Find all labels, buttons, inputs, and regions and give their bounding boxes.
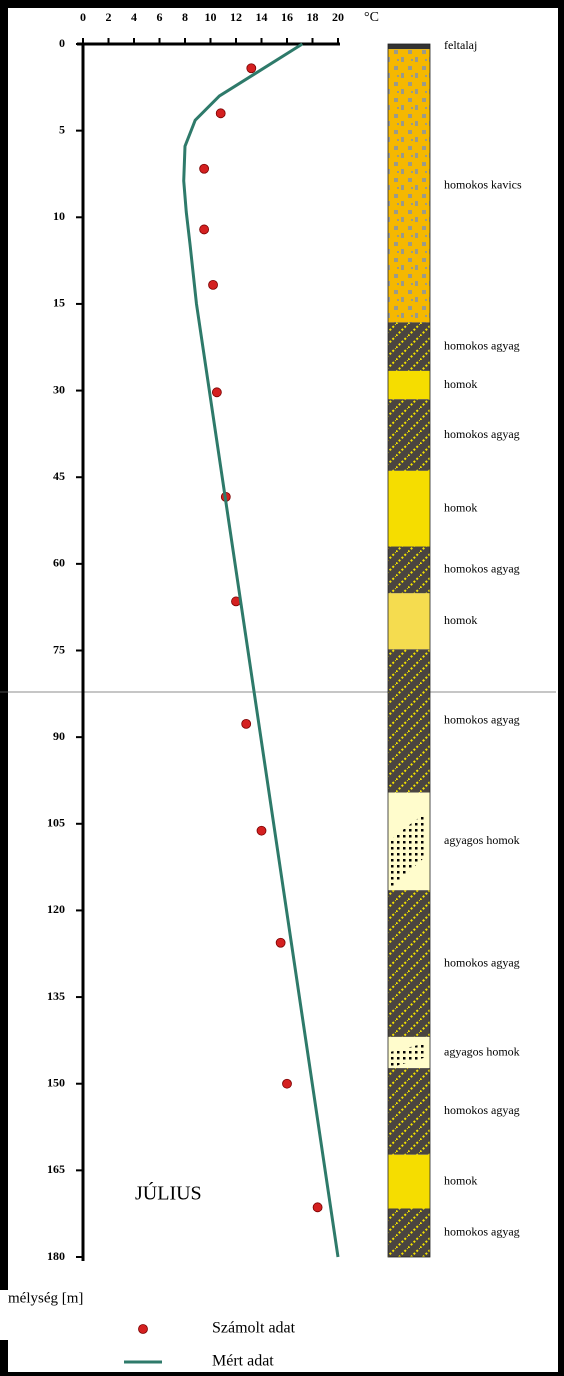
chart-title: JÚLIUS: [135, 1181, 202, 1205]
x-tick-label: 10: [205, 10, 217, 24]
frame-right: [558, 0, 564, 1376]
layer-label: agyagos homok: [444, 1044, 520, 1058]
y-tick-label: 105: [47, 816, 65, 830]
x-tick-label: 0: [80, 10, 86, 24]
x-tick-label: 2: [106, 10, 112, 24]
layer-label: homok: [444, 377, 477, 391]
x-tick-label: 16: [281, 10, 293, 24]
y-tick-label: 165: [47, 1162, 65, 1176]
y-tick-label: 180: [47, 1249, 65, 1263]
y-tick-label: 45: [53, 469, 65, 483]
layer-label: homok: [444, 500, 477, 514]
y-tick-label: 60: [53, 556, 65, 570]
y-tick-label: 75: [53, 642, 65, 656]
legend-swatch: [139, 1325, 148, 1334]
x-tick-label: 18: [307, 10, 319, 24]
layer-pattern: [388, 649, 430, 792]
layer-label: homokos agyag: [444, 1224, 520, 1238]
data-point: [212, 388, 221, 397]
layer-label: homokos kavics: [444, 178, 522, 192]
data-point: [283, 1079, 292, 1088]
x-tick-label: 20: [332, 10, 344, 24]
frame-left: [0, 0, 8, 1290]
data-point: [200, 164, 209, 173]
layer-pattern: [388, 890, 430, 1037]
layer-label: homokos agyag: [444, 427, 520, 441]
legend-label: Mért adat: [212, 1353, 274, 1370]
x-tick-label: 14: [256, 10, 268, 24]
data-point: [276, 938, 285, 947]
y-tick-label: 135: [47, 989, 65, 1003]
x-tick-label: 4: [131, 10, 137, 24]
y-tick-label: 90: [53, 729, 65, 743]
frame-top: [0, 0, 564, 8]
plot: 0 2 4 6 8 10 12 14 16 18 20 0 5 10 15 30 45 60 75 90 105 120 1…: [47, 10, 522, 1370]
x-tick-label: 12: [230, 10, 242, 24]
data-point: [242, 719, 251, 728]
legend-label: Számolt adat: [212, 1320, 296, 1337]
y-tick-label: 15: [53, 296, 65, 310]
y-tick-label: 120: [47, 902, 65, 916]
layer: [388, 371, 430, 399]
y-axis-label: mélység [m]: [8, 1290, 83, 1306]
layer-pattern: [388, 399, 430, 471]
layer: [388, 44, 430, 49]
data-point: [209, 280, 218, 289]
layer-label: homokos agyag: [444, 562, 520, 576]
y-tick-label: 10: [53, 209, 65, 223]
layer-label: agyagos homok: [444, 833, 520, 847]
chart: 0 2 4 6 8 10 12 14 16 18 20 0 5 10 15 30 45 60 75 90 105 120 1…: [0, 0, 564, 1376]
layer-pattern: [388, 49, 430, 322]
layer: [388, 471, 430, 547]
layer-label: feltalaj: [444, 38, 477, 52]
layer-label: homokos agyag: [444, 1103, 520, 1117]
data-point: [313, 1203, 322, 1212]
layer-label: homokos agyag: [444, 955, 520, 969]
y-tick-label: 0: [59, 36, 65, 50]
layer-pattern: [388, 1208, 430, 1257]
y-tick-label: 150: [47, 1075, 65, 1089]
x-tick-label: 6: [157, 10, 163, 24]
x-axis-label: °C: [364, 10, 379, 25]
frame-corner: [0, 1340, 8, 1376]
data-point: [200, 225, 209, 234]
y-tick-label: 30: [53, 382, 65, 396]
layer: [388, 1155, 430, 1209]
layer-label: homokos agyag: [444, 713, 520, 727]
y-tick-label: 5: [59, 122, 65, 136]
x-tick-label: 8: [182, 10, 188, 24]
layer-pattern: [388, 547, 430, 594]
layer-label: homok: [444, 613, 477, 627]
data-point: [216, 109, 225, 118]
layer-label: homokos agyag: [444, 338, 520, 352]
data-point: [257, 826, 266, 835]
layer-pattern: [388, 322, 430, 371]
data-point: [247, 64, 256, 73]
layer: [388, 593, 430, 649]
layer-label: homok: [444, 1173, 477, 1187]
frame-bottom: [0, 1372, 564, 1376]
layer-pattern: [388, 1068, 430, 1155]
